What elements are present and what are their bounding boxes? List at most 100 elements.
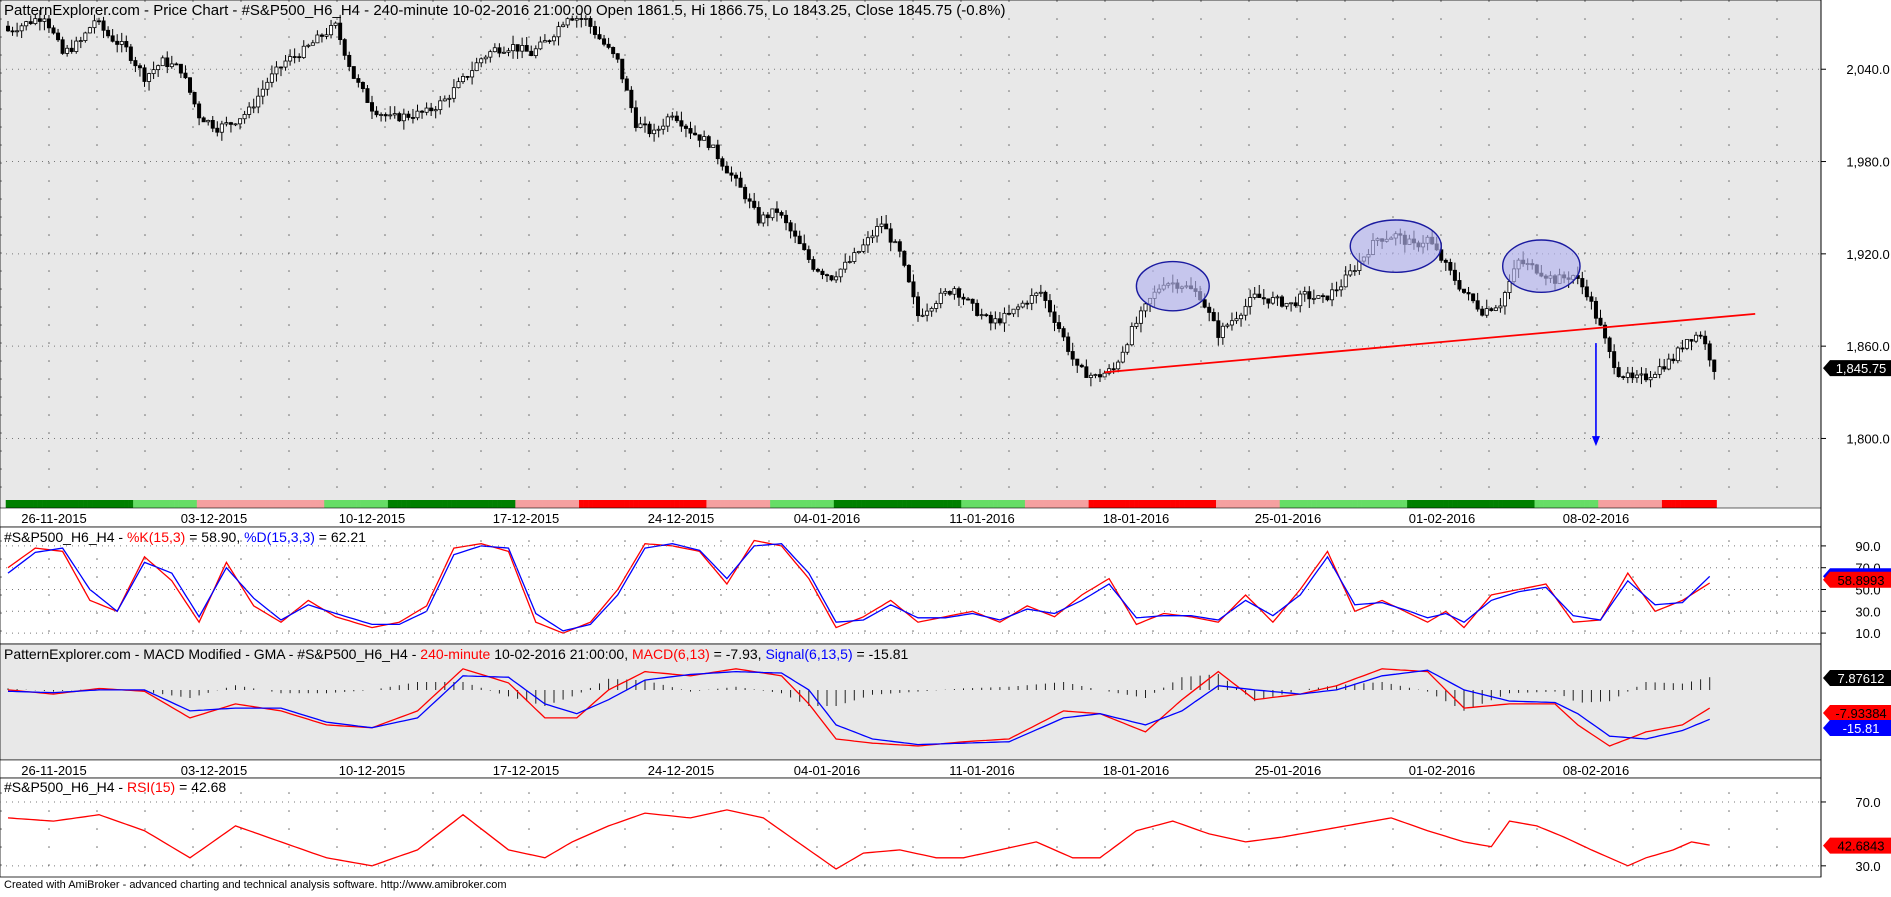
date-band-cell [296, 500, 302, 508]
date-band-cell [1052, 500, 1058, 508]
candle-body [529, 50, 534, 57]
candle-body [1316, 295, 1321, 299]
date-band-cell [228, 500, 234, 508]
candle-body [115, 40, 120, 45]
price-tick-label: 2,040.0 [1846, 62, 1889, 77]
candle-body [1211, 312, 1216, 322]
date-band-cell [1106, 500, 1112, 508]
date-band-cell [633, 500, 639, 508]
date-band-cell [42, 500, 47, 508]
date-band-cell [1452, 500, 1458, 508]
date-band-cell [924, 500, 930, 508]
candle-body [424, 107, 429, 113]
date-band-cell [1457, 500, 1463, 508]
date-band-cell [64, 500, 70, 508]
candle-body [379, 114, 384, 116]
candle-body [24, 21, 29, 27]
date-band-cell [1707, 500, 1713, 508]
candle-body [865, 237, 870, 246]
date-band-cell [1252, 500, 1258, 508]
date-band-cell [174, 500, 179, 508]
date-label: 25-01-2016 [1255, 511, 1322, 526]
pattern-ellipse [1135, 260, 1210, 312]
candle-body [406, 113, 411, 118]
title-part: = 42.68 [175, 779, 226, 795]
date-band-cell [1584, 500, 1590, 508]
date-band-cell [92, 500, 98, 508]
candle-body [861, 244, 866, 252]
date-band-cell [647, 500, 653, 508]
stochastic-series [0, 539, 1821, 634]
date-band-cell [1680, 500, 1685, 508]
tick-label: 70.0 [1855, 795, 1880, 810]
date-band-cell [1520, 500, 1526, 508]
candle-body [178, 63, 183, 74]
date-band-cell [1216, 500, 1221, 508]
candle-body [1280, 296, 1285, 307]
date-band-cell [1529, 500, 1535, 508]
date-band-cell [1102, 500, 1108, 508]
date-band-cell [224, 500, 229, 508]
candle-body [1625, 372, 1630, 378]
candle-body [724, 165, 729, 174]
date-band-cell [770, 500, 775, 508]
date-band-cell [879, 500, 885, 508]
candle-body [356, 78, 361, 83]
candle-body [278, 66, 283, 69]
date-band-cell [988, 500, 994, 508]
candle-body [975, 302, 980, 316]
candle-body [460, 76, 465, 83]
candle-body [310, 42, 315, 46]
date-band-cell [1493, 500, 1499, 508]
candle-body [1098, 374, 1103, 378]
title-part: RSI(15) [127, 779, 175, 795]
date-band-cell [210, 500, 216, 508]
price-tick-label: 1,800.0 [1846, 431, 1889, 446]
date-band-cell [124, 500, 129, 508]
date-band-cell [1561, 500, 1567, 508]
date-band-cell [1602, 500, 1608, 508]
date-band-cell [1129, 500, 1135, 508]
date-band-cell [583, 500, 589, 508]
date-band-cell [856, 500, 862, 508]
candle-body [843, 261, 848, 270]
date-band-cell [265, 500, 270, 508]
candle-body [128, 46, 133, 61]
series-line [7, 809, 1710, 870]
date-band-cell [515, 500, 521, 508]
date-band-cell [101, 500, 107, 508]
candle-body [147, 73, 152, 82]
date-band-cell [642, 500, 648, 508]
date-band-cell [1648, 500, 1654, 508]
date-band-cell [574, 500, 580, 508]
date-band-cell [892, 500, 898, 508]
date-band-cell [656, 500, 662, 508]
date-band-cell [169, 500, 175, 508]
candle-body [652, 129, 657, 135]
date-band-cell [811, 500, 816, 508]
pattern-ellipse [1349, 219, 1442, 274]
date-band-cell [428, 500, 434, 508]
date-band-cell [1266, 500, 1271, 508]
candle-body [997, 318, 1002, 324]
candle-body [1325, 295, 1330, 301]
candle-body [779, 212, 784, 216]
date-band-cell [5, 500, 11, 508]
candle-body [579, 18, 584, 20]
candle-body [820, 270, 825, 276]
date-band-cell [1461, 500, 1467, 508]
value-box-label: 7.87612 [1838, 671, 1885, 686]
date-band-cell [1165, 500, 1171, 508]
date-band-cell [1029, 500, 1035, 508]
candle-body [1675, 347, 1680, 362]
candle-body [1694, 334, 1699, 342]
candle-body [1443, 259, 1448, 263]
date-band-cell [665, 500, 671, 508]
candle-body [538, 41, 543, 50]
date-band-cell [1511, 500, 1517, 508]
candle-body [1143, 303, 1148, 312]
title-part: %D(15,3,3) [244, 529, 315, 545]
candle-body [738, 177, 743, 188]
price-tick-label: 1,860.0 [1846, 339, 1889, 354]
candle-body [347, 54, 352, 67]
